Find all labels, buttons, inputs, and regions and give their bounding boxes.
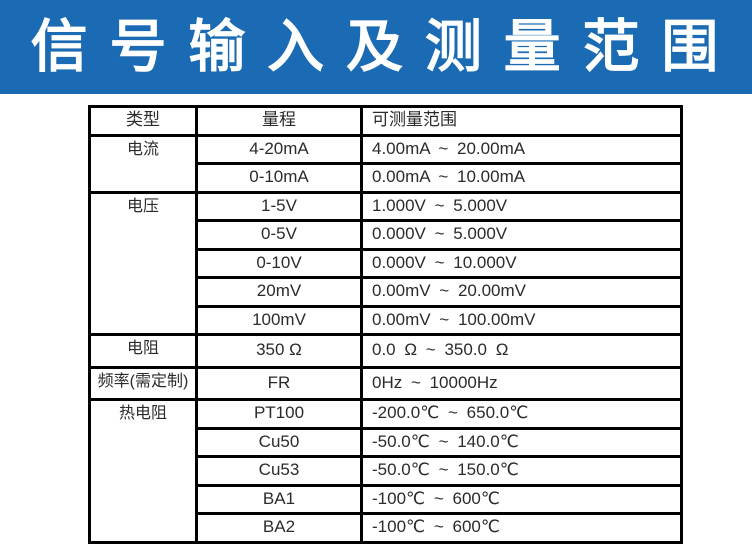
table-header-row: 类型 量程 可测量范围	[88, 105, 683, 137]
title-banner: 信 号 输 入 及 测 量 范 围	[0, 0, 752, 94]
range-cell: 1-5V	[195, 190, 363, 222]
table-row: 电流 4-20mA 4.00mA ~ 20.00mA	[88, 133, 683, 194]
range-cell: 0-5V	[195, 219, 363, 251]
range-cell: Cu53	[195, 455, 363, 487]
range-cell: BA1	[195, 483, 363, 515]
range-cell: Cu50	[195, 426, 363, 458]
table-row: 电压 1-5V 1.000V ~ 5.000V	[88, 190, 683, 336]
table-row: 电阻 350 Ω 0.0 Ω ~ 350.0 Ω	[88, 333, 683, 369]
measure-cell: -200.0℃ ~ 650.0℃	[360, 398, 683, 430]
signal-range-table: 类型 量程 可测量范围 电流 4-20mA 4.00mA ~ 20.00mA 0-10…	[88, 105, 683, 544]
range-cell: 0-10V	[195, 247, 363, 279]
type-cell: 热电阻	[88, 398, 198, 544]
range-cell: 100mV	[195, 304, 363, 336]
header-type: 类型	[88, 105, 198, 137]
measure-cell: 0.0 Ω ~ 350.0 Ω	[360, 333, 683, 369]
range-cell: 4-20mA	[195, 133, 363, 165]
table-row: Cu53 -50.0℃ ~ 150.0℃	[90, 455, 683, 487]
table-row: 0-5V 0.000V ~ 5.000V	[90, 219, 683, 251]
measure-cell: 1.000V ~ 5.000V	[360, 190, 683, 222]
measure-cell: -100℃ ~ 600℃	[360, 512, 683, 544]
table-row: 0-10mA 0.00mA ~ 10.00mA	[90, 162, 683, 194]
table-row: BA1 -100℃ ~ 600℃	[90, 483, 683, 515]
table-row: 100mV 0.00mV ~ 100.00mV	[90, 304, 683, 336]
measure-cell: -50.0℃ ~ 140.0℃	[360, 426, 683, 458]
range-cell: BA2	[195, 512, 363, 544]
measure-cell: 0.000V ~ 10.000V	[360, 247, 683, 279]
measure-cell: -50.0℃ ~ 150.0℃	[360, 455, 683, 487]
range-cell: PT100	[195, 398, 363, 430]
signal-table-body: 电流 4-20mA 4.00mA ~ 20.00mA 0-10mA 0.00mA ~ 1…	[88, 133, 683, 544]
measure-cell: 4.00mA ~ 20.00mA	[360, 133, 683, 165]
measure-cell: 0.00mA ~ 10.00mA	[360, 162, 683, 194]
measure-cell: 0Hz ~ 10000Hz	[360, 365, 683, 401]
type-cell: 频率(需定制)	[88, 365, 198, 401]
header-measurable-range: 可测量范围	[360, 105, 683, 137]
range-cell: 350 Ω	[195, 333, 363, 369]
range-cell: FR	[195, 365, 363, 401]
table-row: 热电阻 PT100 -200.0℃ ~ 650.0℃	[88, 398, 683, 544]
measure-cell: -100℃ ~ 600℃	[360, 483, 683, 515]
type-cell: 电流	[88, 133, 198, 194]
type-cell: 电阻	[88, 333, 198, 369]
table-row: 频率(需定制) FR 0Hz ~ 10000Hz	[88, 365, 683, 401]
header-range: 量程	[195, 105, 363, 137]
page-title: 信 号 输 入 及 测 量 范 围	[30, 14, 722, 79]
table-row: Cu50 -50.0℃ ~ 140.0℃	[90, 426, 683, 458]
range-cell: 0-10mA	[195, 162, 363, 194]
measure-cell: 0.00mV ~ 20.00mV	[360, 276, 683, 308]
range-cell: 20mV	[195, 276, 363, 308]
measure-cell: 0.00mV ~ 100.00mV	[360, 304, 683, 336]
measure-cell: 0.000V ~ 5.000V	[360, 219, 683, 251]
table-row: 0-10V 0.000V ~ 10.000V	[90, 247, 683, 279]
table-row: 20mV 0.00mV ~ 20.00mV	[90, 276, 683, 308]
type-cell: 电压	[88, 190, 198, 336]
